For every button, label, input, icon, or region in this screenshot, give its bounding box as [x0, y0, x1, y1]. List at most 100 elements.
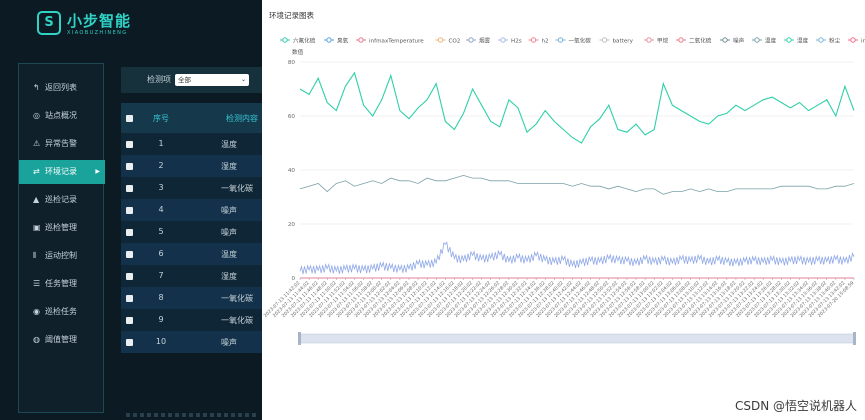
header-index: 序号 [153, 114, 169, 123]
row-checkbox[interactable] [126, 295, 133, 302]
sidebar-item-back[interactable]: ↰ 返回列表 [19, 76, 105, 100]
y-tick-label: 20 [288, 222, 296, 228]
swap-icon: ⇄ [33, 167, 40, 176]
legend-label: 一氧化碳 [569, 36, 592, 44]
row-type: 一氧化碳 [221, 316, 253, 325]
legend-marker [358, 37, 364, 43]
sidebar-item-label: 异常告警 [45, 139, 77, 148]
y-axis-label: 数值 [292, 48, 304, 56]
row-type: 湿度 [221, 272, 237, 281]
sidebar-item-env-record[interactable]: ⇄ 环境记录 ▶ [19, 160, 105, 184]
legend-label: infmaxTemperature [369, 38, 424, 44]
row-index: 10 [155, 337, 167, 346]
filter-select[interactable]: 全部 ⌄ [175, 74, 249, 86]
legend-label: 六氟化硫 [293, 36, 316, 44]
table-row[interactable]: 10 噪声 [121, 331, 262, 353]
table-row[interactable]: 7 湿度 [121, 265, 262, 287]
sidebar-item-patrol-manage[interactable]: ▣ 巡检管理 [19, 216, 105, 240]
legend-label: 二氧化硫 [689, 36, 712, 44]
table-row[interactable]: 2 湿度 [121, 155, 262, 177]
y-tick-label: 80 [288, 60, 296, 66]
table-row[interactable]: 8 一氧化碳 [121, 287, 262, 309]
series-line-温度 [299, 174, 855, 195]
pager-dots [126, 402, 262, 417]
row-checkbox[interactable] [126, 273, 133, 280]
gear-icon: ◉ [33, 307, 40, 316]
sidebar-item-task-manage[interactable]: ☰ 任务管理 [19, 272, 105, 296]
legend-marker [786, 37, 792, 43]
zoom-slider[interactable] [299, 333, 855, 344]
location-icon: ◎ [33, 111, 40, 120]
legend-label: 烟雾 [479, 36, 491, 44]
row-type: 温度 [221, 250, 237, 259]
sidebar-item-motion-control[interactable]: ⫴ 运动控制 [19, 244, 105, 268]
legend-marker [754, 37, 760, 43]
row-checkbox[interactable] [126, 141, 133, 148]
watermark: CSDN @悟空说机器人 [734, 399, 857, 413]
sidebar-item-label: 任务管理 [45, 279, 77, 288]
sidebar-item-alarm[interactable]: ⚠ 异常告警 [19, 132, 105, 156]
legend-marker [722, 37, 728, 43]
background-panel: S 小步智能 XIAOBUZHINENG ↰ 返回列表 ◎ 站点概况 ⚠ 异常告警 ⇄… [0, 0, 262, 420]
brand-logo: S 小步智能 XIAOBUZHINENG [37, 11, 165, 41]
table-row[interactable]: 6 温度 [121, 243, 262, 265]
row-type: 一氧化碳 [221, 294, 253, 303]
table-header: 序号 检测内容 [121, 103, 262, 133]
legend-marker [601, 37, 608, 43]
row-checkbox[interactable] [126, 185, 133, 192]
legend-marker [818, 37, 824, 43]
row-type: 湿度 [221, 162, 237, 171]
legend-label: CO2 [449, 38, 461, 44]
table-row[interactable]: 5 噪声 [121, 221, 262, 243]
legend-marker [678, 37, 684, 43]
series-line-噪声 [299, 241, 855, 275]
row-checkbox[interactable] [126, 251, 133, 258]
filter-bar: 检测项 全部 ⌄ [121, 67, 262, 93]
legend-label: 噪声 [733, 36, 745, 44]
row-checkbox[interactable] [126, 163, 133, 170]
sidebar-item-overview[interactable]: ◎ 站点概况 [19, 104, 105, 128]
row-type: 一氧化碳 [221, 184, 253, 193]
row-index: 3 [158, 183, 164, 192]
list-icon: ☰ [33, 279, 41, 288]
sidebar-item-label: 阈值管理 [45, 335, 77, 344]
y-tick-label: 60 [288, 114, 296, 120]
chevron-down-icon: ⌄ [240, 76, 246, 83]
y-tick-label: 0 [291, 276, 295, 282]
modal-title: 环境记录图表 [269, 11, 314, 20]
table-row[interactable]: 3 一氧化碳 [121, 177, 262, 199]
header-content: 检测内容 [226, 114, 258, 123]
legend-label: 臭氧 [337, 36, 349, 44]
row-index: 9 [158, 315, 164, 324]
row-index: 6 [158, 249, 164, 258]
legend-marker [437, 37, 444, 43]
legend-marker [850, 37, 856, 43]
sidebar-item-patrol-record[interactable]: ▲ 巡检记录 [19, 188, 105, 212]
row-checkbox[interactable] [126, 207, 133, 214]
row-type: 噪声 [221, 206, 237, 215]
row-checkbox[interactable] [126, 339, 133, 346]
row-type: 温度 [221, 140, 237, 149]
filter-label: 检测项 [147, 75, 171, 84]
legend-label: battery [613, 38, 634, 44]
legend-marker [646, 37, 652, 43]
sliders-icon: ⫴ [33, 251, 37, 260]
legend-label: 温度 [765, 36, 777, 44]
legend-label: H2s [511, 38, 522, 44]
select-all-checkbox[interactable] [126, 115, 133, 122]
table-row[interactable]: 9 一氧化碳 [121, 309, 262, 331]
sidebar-item-patrol-task[interactable]: ◉ 巡检任务 [19, 300, 105, 324]
row-index: 7 [158, 271, 164, 280]
zoom-handle-left[interactable] [298, 332, 301, 345]
back-icon: ↰ [33, 83, 40, 92]
legend-marker [500, 37, 506, 43]
legend-marker [557, 37, 564, 43]
warning-icon: ⚠ [33, 139, 41, 148]
zoom-handle-right[interactable] [853, 332, 856, 345]
row-type: 噪声 [221, 228, 237, 237]
row-checkbox[interactable] [126, 317, 133, 324]
row-checkbox[interactable] [126, 229, 133, 236]
table-row[interactable]: 4 噪声 [121, 199, 262, 221]
table-row[interactable]: 1 温度 [121, 133, 262, 155]
sidebar-item-threshold[interactable]: ◍ 阈值管理 [19, 328, 105, 352]
